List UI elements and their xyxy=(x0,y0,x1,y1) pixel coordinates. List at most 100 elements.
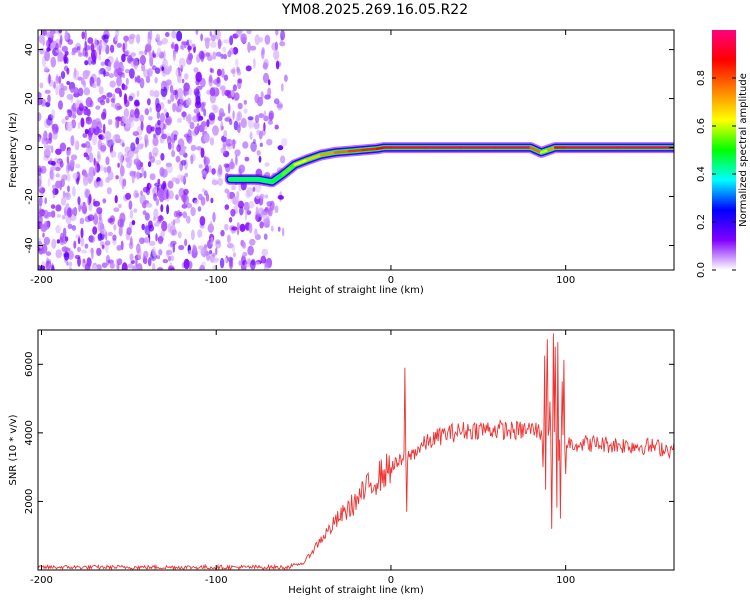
noise-blob xyxy=(58,87,65,98)
noise-blob xyxy=(181,159,187,166)
noise-blob xyxy=(167,180,174,189)
noise-blob xyxy=(78,52,83,58)
noise-blob xyxy=(209,87,216,97)
noise-blob xyxy=(263,233,268,240)
noise-blob xyxy=(60,71,66,79)
noise-blob xyxy=(61,118,66,124)
noise-blob xyxy=(190,229,195,241)
noise-blob xyxy=(249,45,257,51)
noise-blob xyxy=(104,130,112,141)
noise-blob xyxy=(56,74,59,82)
noise-blob xyxy=(155,33,161,41)
noise-blob xyxy=(134,108,140,119)
noise-blob xyxy=(55,148,62,155)
ridge-segment xyxy=(361,147,379,152)
noise-blob xyxy=(160,153,165,161)
noise-blob xyxy=(112,234,117,241)
noise-blob xyxy=(178,71,182,77)
noise-blob xyxy=(192,115,199,123)
noise-blob xyxy=(258,130,263,140)
noise-blob xyxy=(135,256,138,268)
noise-blob xyxy=(177,72,182,84)
noise-blob xyxy=(229,35,234,46)
y-tick-label: -20 xyxy=(24,188,35,204)
y-tick-label: 6000 xyxy=(24,352,35,377)
noise-blob xyxy=(68,261,73,267)
noise-blob xyxy=(59,34,63,45)
noise-blob xyxy=(242,241,246,249)
noise-blob xyxy=(266,138,273,146)
noise-blob xyxy=(152,136,159,147)
noise-blob xyxy=(57,54,60,63)
noise-blob xyxy=(45,145,53,150)
noise-blob xyxy=(169,84,174,94)
noise-blob xyxy=(149,89,155,97)
x-tick-label: -200 xyxy=(30,275,53,286)
noise-blob xyxy=(72,87,79,94)
noise-blob xyxy=(87,37,94,44)
noise-blob xyxy=(68,266,73,270)
noise-blob xyxy=(197,206,202,212)
noise-blob xyxy=(111,102,114,108)
noise-blob xyxy=(38,112,42,122)
noise-blob xyxy=(43,148,51,159)
noise-blob xyxy=(139,54,146,66)
noise-blob xyxy=(96,77,101,87)
noise-blob xyxy=(55,249,63,259)
noise-blob xyxy=(49,30,56,35)
noise-blob xyxy=(193,88,200,96)
noise-blob xyxy=(52,188,59,195)
noise-blob xyxy=(268,112,274,122)
noise-blob xyxy=(58,75,62,84)
noise-blob xyxy=(65,192,71,201)
noise-blob xyxy=(235,155,238,166)
noise-blob xyxy=(101,262,108,269)
noise-blob xyxy=(136,75,141,84)
noise-blob xyxy=(148,224,154,232)
noise-blob xyxy=(193,199,199,205)
noise-blob xyxy=(148,183,153,189)
noise-blob xyxy=(223,130,228,138)
noise-blob xyxy=(210,236,214,245)
noise-blob xyxy=(107,142,112,148)
noise-blob xyxy=(153,222,160,227)
noise-blob xyxy=(51,109,56,120)
noise-blob xyxy=(174,89,179,100)
noise-blob xyxy=(230,89,234,97)
noise-blob xyxy=(141,223,145,231)
noise-blob xyxy=(215,239,221,245)
noise-blob xyxy=(166,204,170,215)
noise-blob xyxy=(281,227,285,237)
noise-blob xyxy=(267,87,272,98)
y-tick-label: 20 xyxy=(24,92,35,105)
noise-blob xyxy=(80,227,84,239)
noise-blob xyxy=(44,50,50,62)
noise-blob xyxy=(152,53,156,58)
noise-blob xyxy=(70,154,78,161)
noise-blob xyxy=(148,240,156,246)
noise-blob xyxy=(203,156,210,166)
noise-blob xyxy=(113,60,121,69)
noise-blob xyxy=(78,203,81,212)
noise-blob xyxy=(104,71,110,77)
noise-blob xyxy=(264,194,269,199)
ridge-segment xyxy=(305,153,323,162)
noise-blob xyxy=(121,142,125,147)
noise-blob xyxy=(55,49,62,54)
noise-blob xyxy=(195,95,201,106)
noise-blob xyxy=(122,73,126,79)
noise-blob xyxy=(97,221,103,232)
y-tick-label: 40 xyxy=(24,43,35,56)
noise-blob xyxy=(177,87,184,99)
noise-blob xyxy=(51,131,58,140)
noise-blob xyxy=(237,102,243,110)
noise-blob xyxy=(170,92,175,103)
noise-blob xyxy=(206,119,210,128)
noise-blob xyxy=(109,262,115,269)
noise-blob xyxy=(102,123,106,134)
noise-blob xyxy=(69,159,75,168)
noise-blob xyxy=(232,84,237,92)
noise-blob xyxy=(232,138,236,150)
noise-blob xyxy=(231,226,238,231)
noise-blob xyxy=(217,177,223,186)
